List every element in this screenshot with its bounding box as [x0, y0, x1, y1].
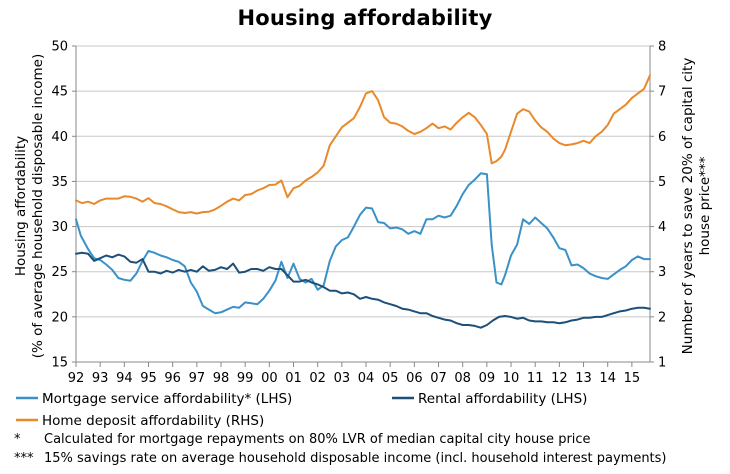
- x-tick-label: 92: [68, 371, 85, 386]
- right-tick-label: 8: [658, 40, 666, 55]
- x-tick-label: 09: [479, 371, 496, 386]
- legend-label-mortgage: Mortgage service affordability* (LHS): [42, 391, 292, 407]
- footnote-1-text: Calculated for mortgage repayments on 80…: [44, 432, 591, 447]
- x-tick-label: 93: [92, 371, 109, 386]
- x-tick-label: 99: [237, 371, 254, 386]
- right-tick-label: 6: [658, 130, 666, 145]
- left-tick-label: 35: [51, 175, 68, 190]
- footnotes: * Calculated for mortgage repayments on …: [14, 432, 667, 466]
- x-tick-label: 98: [213, 371, 230, 386]
- right-axis-title-line1: Number of years to save 20% of capital c…: [680, 58, 696, 355]
- left-tick-label: 50: [51, 40, 68, 55]
- x-tick-label: 08: [454, 371, 471, 386]
- rental-line: [75, 251, 651, 329]
- left-tick-label: 45: [51, 85, 68, 100]
- mortgage-service-line: [75, 172, 651, 315]
- x-tick-label: 12: [551, 371, 568, 386]
- x-tick-labels: 92 93 94 95 96 97 98 99 00 01 02 03 04 05 06 07 08 09 10 11…: [68, 371, 640, 386]
- left-axis-title-line2: (% of average household disposable incom…: [30, 54, 46, 359]
- x-tick-label: 02: [309, 371, 326, 386]
- home-deposit-line: [75, 74, 651, 215]
- x-tick-label: 13: [575, 371, 592, 386]
- gridlines: [76, 45, 650, 318]
- footnote-2-mark: ***: [14, 451, 34, 466]
- x-tick-label: 14: [599, 371, 616, 386]
- series-lines: [75, 74, 651, 329]
- x-tick-label: 95: [140, 371, 157, 386]
- right-tick-label: 2: [658, 310, 666, 325]
- right-axis-title-line2: house price***: [697, 156, 713, 255]
- right-y-tick-labels: 1 2 3 4 5 6 7 8: [658, 40, 666, 371]
- footnote-1-mark: *: [14, 432, 21, 447]
- right-tick-label: 1: [658, 356, 666, 371]
- right-tick-label: 4: [658, 220, 666, 235]
- x-tick-label: 03: [334, 371, 351, 386]
- left-tick-label: 15: [51, 356, 68, 371]
- left-axis-title-line1: Housing affordability: [13, 136, 29, 276]
- left-tick-label: 40: [51, 130, 68, 145]
- legend-label-deposit: Home deposit affordability (RHS): [42, 413, 264, 429]
- x-tick-label: 07: [430, 371, 447, 386]
- right-tick-label: 3: [658, 265, 666, 280]
- left-y-tick-labels: 15 20 25 30 35 40 45 50: [51, 40, 68, 371]
- x-tick-label: 01: [285, 371, 302, 386]
- right-tick-label: 7: [658, 85, 666, 100]
- x-tick-label: 10: [503, 371, 520, 386]
- x-tick-label: 15: [624, 371, 641, 386]
- x-tick-label: 04: [358, 371, 375, 386]
- footnote-2-text: 15% savings rate on average household di…: [44, 451, 667, 466]
- x-tick-label: 11: [527, 371, 544, 386]
- x-tick-label: 06: [406, 371, 423, 386]
- right-tick-label: 5: [658, 175, 666, 190]
- x-tick-label: 97: [189, 371, 206, 386]
- x-tick-label: 05: [382, 371, 399, 386]
- legend: Mortgage service affordability* (LHS) Re…: [16, 391, 587, 429]
- legend-label-rental: Rental affordability (LHS): [418, 391, 587, 407]
- axes: [72, 45, 654, 367]
- left-tick-label: 30: [51, 220, 68, 235]
- x-tick-label: 94: [116, 371, 133, 386]
- x-tick-label: 00: [261, 371, 278, 386]
- left-tick-label: 25: [51, 265, 68, 280]
- left-tick-label: 20: [51, 310, 68, 325]
- x-tick-label: 96: [164, 371, 181, 386]
- chart-title: Housing affordability: [237, 6, 493, 30]
